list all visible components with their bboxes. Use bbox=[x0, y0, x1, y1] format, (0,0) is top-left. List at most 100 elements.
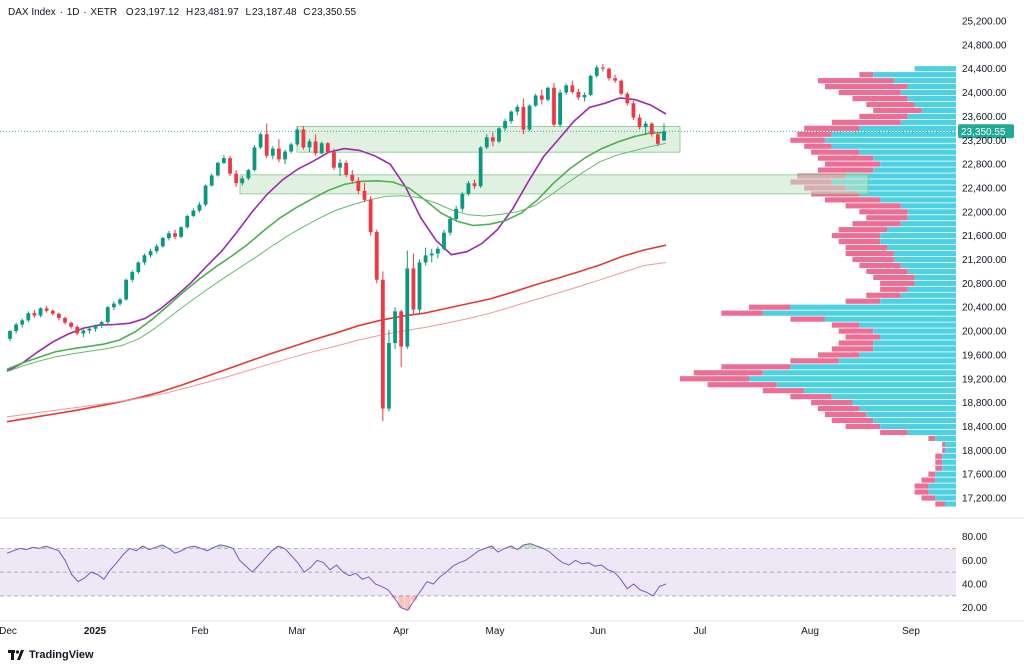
volume-profile-down-bar bbox=[852, 95, 908, 102]
volume-profile-up-bar bbox=[845, 173, 956, 179]
candle-body bbox=[8, 331, 12, 339]
volume-profile-up-bar bbox=[831, 143, 956, 149]
volume-profile-up-bar bbox=[887, 227, 956, 233]
price-axis-tick-label: 24,400.00 bbox=[962, 64, 1007, 75]
price-axis-tick-label: 22,800.00 bbox=[962, 160, 1007, 171]
volume-profile-up-bar bbox=[887, 244, 956, 251]
time-axis-tick-label: May bbox=[486, 626, 505, 637]
volume-profile-down-bar bbox=[914, 483, 929, 489]
volume-profile-down-bar bbox=[859, 262, 901, 269]
volume-profile-up-bar bbox=[859, 149, 956, 155]
volume-profile-down-bar bbox=[824, 84, 908, 90]
candle-body bbox=[399, 311, 404, 347]
volume-profile-up-bar bbox=[873, 72, 956, 78]
candle-body bbox=[26, 313, 31, 321]
candle-body bbox=[240, 178, 245, 184]
candle-body bbox=[14, 324, 19, 332]
volume-profile-down-bar bbox=[845, 298, 881, 304]
volume-profile-up-bar bbox=[914, 66, 956, 72]
candle-body bbox=[466, 183, 471, 194]
price-axis-tick-label: 19,600.00 bbox=[962, 350, 1007, 361]
candle-body bbox=[588, 75, 593, 95]
volume-profile-down-bar bbox=[914, 489, 929, 495]
price-axis-tick-label: 22,000.00 bbox=[962, 207, 1007, 218]
volume-profile-down-bar bbox=[818, 167, 874, 173]
volume-profile-up-bar bbox=[907, 286, 956, 292]
volume-profile-down-bar bbox=[852, 221, 901, 227]
candle-body bbox=[270, 148, 275, 156]
volume-profile-up-bar bbox=[873, 340, 956, 346]
candle-body bbox=[380, 279, 385, 409]
symbol-name[interactable]: DAX Index bbox=[8, 7, 56, 18]
volume-profile-down-bar bbox=[859, 72, 874, 78]
exchange-label: XETR bbox=[90, 7, 118, 18]
low-value: 23,187.48 bbox=[252, 7, 297, 18]
candle-body bbox=[539, 95, 544, 100]
volume-profile-down-bar bbox=[928, 471, 936, 477]
price-axis-tick-label: 21,200.00 bbox=[962, 255, 1007, 266]
volume-profile-down-bar bbox=[866, 215, 908, 221]
volume-profile-down-bar bbox=[790, 358, 839, 364]
volume-profile-down-bar bbox=[824, 161, 881, 167]
volume-profile-up-bar bbox=[880, 423, 956, 430]
candle-body bbox=[448, 218, 452, 233]
candle-body bbox=[607, 68, 611, 79]
volume-profile-down-bar bbox=[831, 417, 874, 424]
volume-profile-up-bar bbox=[762, 310, 956, 316]
volume-profile-down-bar bbox=[838, 89, 901, 96]
candle-body bbox=[594, 67, 599, 76]
high-value: 23,481.97 bbox=[194, 7, 239, 18]
volume-profile-up-bar bbox=[880, 233, 956, 239]
rsi-axis-tick-label: 20.00 bbox=[962, 603, 987, 614]
candle-body bbox=[387, 342, 391, 409]
volume-profile-down-bar bbox=[707, 382, 777, 388]
candle-body bbox=[344, 162, 349, 175]
volume-profile-up-bar bbox=[935, 471, 956, 477]
price-axis-tick-label: 21,600.00 bbox=[962, 231, 1007, 242]
volume-profile-up-bar bbox=[900, 119, 956, 125]
volume-profile-down-bar bbox=[859, 209, 908, 215]
moving-average-line bbox=[6, 142, 667, 373]
volume-profile-down-bar bbox=[921, 477, 936, 483]
volume-profile-up-bar bbox=[935, 435, 956, 441]
time-axis-tick-label: Jul bbox=[694, 626, 707, 637]
volume-profile-up-bar bbox=[928, 489, 956, 495]
interval-label[interactable]: 1D bbox=[66, 7, 80, 18]
candle-body bbox=[649, 123, 654, 135]
candle-body bbox=[20, 320, 25, 325]
volume-profile-up-bar bbox=[907, 268, 956, 275]
candle-body bbox=[338, 162, 342, 168]
candle-body bbox=[393, 311, 397, 343]
candle-body bbox=[246, 170, 251, 179]
volume-profile-up-bar bbox=[831, 131, 956, 137]
time-axis-tick-label: Aug bbox=[801, 626, 819, 637]
candle-body bbox=[625, 93, 630, 104]
volume-profile-down-bar bbox=[693, 370, 763, 376]
volume-profile-up-bar bbox=[859, 125, 956, 131]
volume-profile-down-bar bbox=[762, 388, 805, 394]
price-axis-tick-label: 17,200.00 bbox=[962, 494, 1007, 505]
candle-body bbox=[411, 268, 416, 310]
volume-profile-up-bar bbox=[900, 89, 956, 96]
footer-brand[interactable]: TradingView bbox=[8, 649, 94, 661]
volume-profile-up-bar bbox=[944, 441, 956, 447]
volume-profile-down-bar bbox=[721, 364, 791, 370]
volume-profile-down-bar bbox=[721, 310, 763, 316]
price-axis-tick-label: 19,200.00 bbox=[962, 374, 1007, 385]
candle-body bbox=[478, 147, 483, 187]
volume-profile-up-bar bbox=[942, 465, 956, 471]
price-axis-tick-label: 24,000.00 bbox=[962, 88, 1007, 99]
volume-profile-down-bar bbox=[845, 250, 894, 257]
candle-body bbox=[454, 208, 459, 219]
candle-body bbox=[160, 238, 165, 247]
volume-profile-up-bar bbox=[776, 382, 956, 388]
volume-profile-up-bar bbox=[900, 292, 956, 298]
price-axis-tick-label: 25,200.00 bbox=[962, 17, 1007, 28]
separator-dot: · bbox=[59, 7, 63, 18]
candle-body bbox=[325, 143, 330, 153]
volume-profile-up-bar bbox=[900, 221, 956, 227]
candle-body bbox=[643, 123, 648, 128]
volume-profile-up-bar bbox=[859, 405, 956, 412]
volume-profile-down-bar bbox=[928, 435, 936, 441]
